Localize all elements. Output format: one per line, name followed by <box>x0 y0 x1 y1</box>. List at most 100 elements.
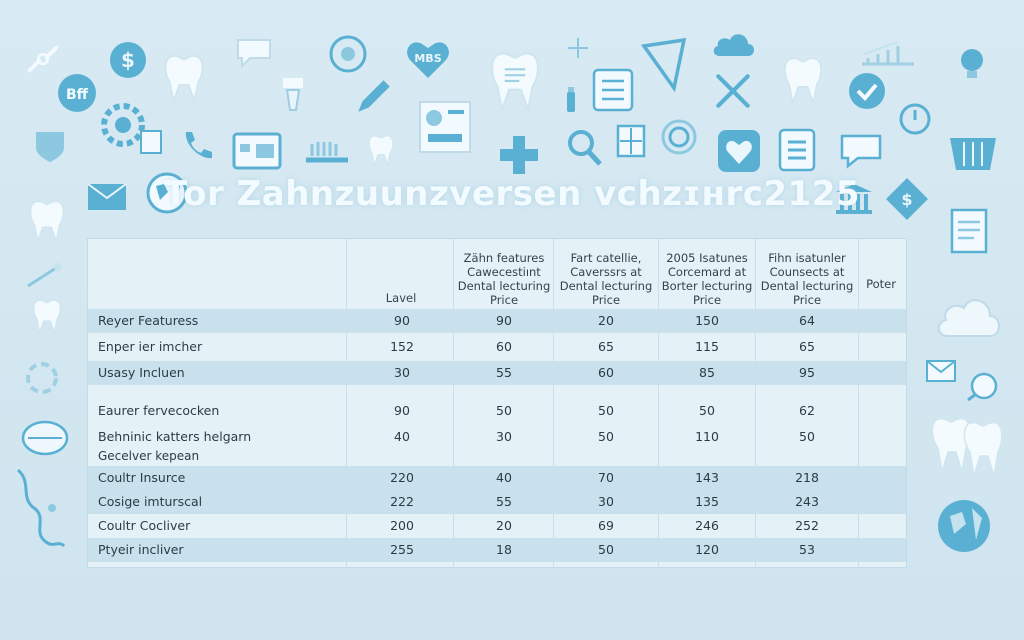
column-divider <box>755 239 756 567</box>
heart-badge-icon: MBS <box>404 38 452 80</box>
cell-value: 50 <box>799 429 815 444</box>
list-icon <box>778 128 816 172</box>
table-row: Coultr Insurce 220 40 70 143 218 <box>88 466 906 490</box>
row-label: Ptyeir incliver <box>98 542 184 557</box>
column-divider <box>346 239 347 567</box>
row-label: Coultr Insurce <box>98 470 186 485</box>
cell-value: 50 <box>598 542 614 557</box>
chat-bubble-icon <box>232 34 276 70</box>
cell-value: 30 <box>394 365 410 380</box>
cell-value: 95 <box>799 365 815 380</box>
page-title: Tor Zahnzuunzversen vchzɪʜrc2125 <box>163 174 861 214</box>
table-row: Eaurer fervecocken 90 50 50 50 62 <box>88 399 906 423</box>
row-label: Coultr Cocliver <box>98 518 191 533</box>
cell-value: 255 <box>390 542 414 557</box>
cell-value: 120 <box>695 542 719 557</box>
cell-value: 243 <box>795 494 819 509</box>
table-row: Coultr Cocliver 200 20 69 246 252 <box>88 514 906 538</box>
bank-icon <box>834 182 874 216</box>
tooth-pair-icon <box>930 410 1008 480</box>
cell-value: 90 <box>394 313 410 328</box>
header-col-3: 2005 Isatunes Corcemard at Borter lectur… <box>661 251 753 307</box>
calendar-icon <box>232 130 282 170</box>
cell-value: 50 <box>598 403 614 418</box>
heart-frame-icon <box>716 128 762 174</box>
cell-value: 69 <box>598 518 614 533</box>
implant-icon <box>276 74 310 114</box>
pencil-icon <box>352 76 394 118</box>
gear-icon <box>100 102 146 148</box>
message-icon <box>838 132 884 170</box>
header-col-4: Fihn isatunler Counsects at Dental lectu… <box>760 251 854 307</box>
thermometer-icon <box>898 102 932 136</box>
svg-text:$: $ <box>121 48 135 72</box>
cell-value: 50 <box>496 403 512 418</box>
cell-value: 90 <box>394 403 410 418</box>
flower-badge-icon <box>328 34 368 74</box>
cell-value: 62 <box>799 403 815 418</box>
header-poter: Poter <box>866 277 896 291</box>
brush-icon <box>302 136 352 170</box>
lightbulb-icon <box>950 40 994 84</box>
cell-value: 218 <box>795 470 819 485</box>
molar-icon <box>366 132 396 168</box>
cell-value: 30 <box>496 429 512 444</box>
column-divider <box>658 239 659 567</box>
table-row: Enper ier imcher 152 60 65 115 65 <box>88 335 906 359</box>
magnifier-icon <box>566 128 604 168</box>
header-col-2: Fart catellie, Caverssrs at Dental lectu… <box>559 251 653 307</box>
cell-value: 152 <box>390 339 414 354</box>
column-divider <box>453 239 454 567</box>
cell-value: 110 <box>695 429 719 444</box>
check-circle-icon <box>848 72 886 110</box>
bff-badge-icon: Bff <box>56 72 98 114</box>
cell-value: 50 <box>699 403 715 418</box>
cell-value: 246 <box>695 518 719 533</box>
cell-value: 150 <box>695 313 719 328</box>
header-level: Lavel <box>385 291 417 305</box>
table-row: Cosige imturscal 222 55 30 135 243 <box>88 490 906 514</box>
globe-icon <box>146 172 188 214</box>
table-row: Reyer Featuress 90 90 20 150 64 <box>88 309 906 333</box>
tooth-icon <box>780 52 826 108</box>
tooth-icon <box>160 50 208 106</box>
cell-value: 65 <box>799 339 815 354</box>
svg-text:MBS: MBS <box>414 52 441 65</box>
table-row: Usasy Incluen 30 55 60 85 95 <box>88 361 906 385</box>
growth-chart-icon <box>858 40 918 68</box>
cell-value: 55 <box>496 494 512 509</box>
cell-value: 90 <box>496 313 512 328</box>
row-label: Behninic katters helgarn <box>98 429 252 444</box>
cell-value: 135 <box>695 494 719 509</box>
table-row: Ptyeir incliver 255 18 50 120 53 <box>88 538 906 562</box>
power-icon <box>660 118 698 156</box>
cloud-icon <box>710 28 756 58</box>
triangle-ruler-icon <box>640 36 690 92</box>
cell-value: 53 <box>799 542 815 557</box>
row-label: Enper ier imcher <box>98 339 203 354</box>
cell-value: 20 <box>496 518 512 533</box>
cell-value: 60 <box>496 339 512 354</box>
sparkle-icon <box>568 38 588 58</box>
column-divider <box>553 239 554 567</box>
row-label: Reyer Featuress <box>98 313 199 328</box>
cell-value: 18 <box>496 542 512 557</box>
cell-value: 50 <box>598 429 614 444</box>
tools-icon <box>712 70 754 112</box>
column-divider <box>858 239 859 567</box>
wand-icon <box>24 262 64 290</box>
phone-icon <box>180 128 216 164</box>
cell-value: 40 <box>496 470 512 485</box>
lightbulb-icon <box>964 370 1000 404</box>
cell-value: 252 <box>795 518 819 533</box>
table-row: Behninic katters helgarn 40 30 50 110 50 <box>88 425 906 449</box>
document-icon <box>140 130 162 154</box>
report-icon <box>418 100 472 154</box>
tooth-document-icon <box>484 46 546 116</box>
row-label: Cosige imturscal <box>98 494 203 509</box>
svg-text:$: $ <box>901 190 912 209</box>
cell-value: 85 <box>699 365 715 380</box>
cloud-outline-icon <box>934 290 1004 340</box>
row-label: Eaurer fervecocken <box>98 403 220 418</box>
mouth-icon <box>20 418 70 458</box>
